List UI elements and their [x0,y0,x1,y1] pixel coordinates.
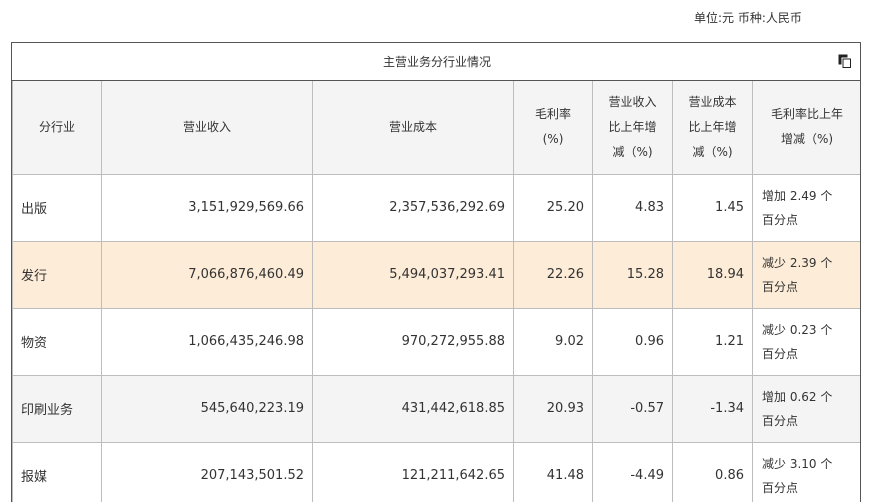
cell-industry: 发行 [12,240,102,309]
cell-revenue-change: 15.28 [592,240,673,309]
cell-industry: 印刷业务 [12,374,102,443]
cell-cost-change: 0.86 [672,441,753,502]
table-row: 物资 1,066,435,246.98 970,272,955.88 9.02 … [12,307,860,376]
header-margin-change: 毛利率比上年 增减（%) [751,79,860,175]
cell-industry: 报媒 [12,441,102,502]
cell-margin-change: 减少 0.23 个 百分点 [751,307,860,376]
unit-currency-label: 单位:元 币种:人民币 [694,11,802,25]
cell-cost: 970,272,955.88 [312,307,514,376]
copy-icon[interactable] [838,54,852,69]
cell-margin: 20.93 [513,374,593,443]
cell-cost: 5,494,037,293.41 [312,240,514,309]
cell-cost: 2,357,536,292.69 [312,173,514,242]
cell-revenue: 7,066,876,460.49 [101,240,313,309]
cell-margin: 9.02 [513,307,593,376]
table-title: 主营业务分行业情况 [383,54,492,69]
cell-margin-change: 增加 2.49 个 百分点 [751,173,860,242]
header-revenue-change: 营业收入 比上年增 减（%) [592,79,673,175]
cell-cost-change: -1.34 [672,374,753,443]
table-row: 报媒 207,143,501.52 121,211,642.65 41.48 -… [12,441,860,502]
cell-margin: 22.26 [513,240,593,309]
cell-revenue-change: 4.83 [592,173,673,242]
cell-cost: 121,211,642.65 [312,441,514,502]
cell-revenue: 3,151,929,569.66 [101,173,313,242]
cell-revenue-change: -4.49 [592,441,673,502]
cell-industry: 出版 [12,173,102,242]
table-title-cell: 主营业务分行业情况 [12,43,860,81]
cell-cost-change: 1.21 [672,307,753,376]
cell-revenue-change: -0.57 [592,374,673,443]
table-row: 印刷业务 545,640,223.19 431,442,618.85 20.93… [12,374,860,443]
cell-cost: 431,442,618.85 [312,374,514,443]
industry-revenue-table: 主营业务分行业情况 分行业 营业收入 营业成本 毛利率 (%) 营业收入 [11,42,861,502]
cell-margin-change: 增加 0.62 个 百分点 [751,374,860,443]
cell-industry: 物资 [12,307,102,376]
header-cost: 营业成本 [312,79,514,175]
cell-margin: 25.20 [513,173,593,242]
cell-margin-change: 减少 2.39 个 百分点 [751,240,860,309]
table-row: 出版 3,151,929,569.66 2,357,536,292.69 25.… [12,173,860,242]
cell-revenue: 207,143,501.52 [101,441,313,502]
header-cost-change: 营业成本 比上年增 减（%) [672,79,753,175]
cell-margin-change: 减少 3.10 个 百分点 [751,441,860,502]
header-revenue: 营业收入 [101,79,313,175]
header-industry: 分行业 [12,79,102,175]
table-row: 发行 7,066,876,460.49 5,494,037,293.41 22.… [12,240,860,309]
cell-revenue-change: 0.96 [592,307,673,376]
cell-margin: 41.48 [513,441,593,502]
header-margin: 毛利率 (%) [513,79,593,175]
cell-revenue: 545,640,223.19 [101,374,313,443]
cell-cost-change: 1.45 [672,173,753,242]
cell-cost-change: 18.94 [672,240,753,309]
cell-revenue: 1,066,435,246.98 [101,307,313,376]
table-header-row: 分行业 营业收入 营业成本 毛利率 (%) 营业收入 比上年增 减（%) 营业成… [12,79,860,175]
